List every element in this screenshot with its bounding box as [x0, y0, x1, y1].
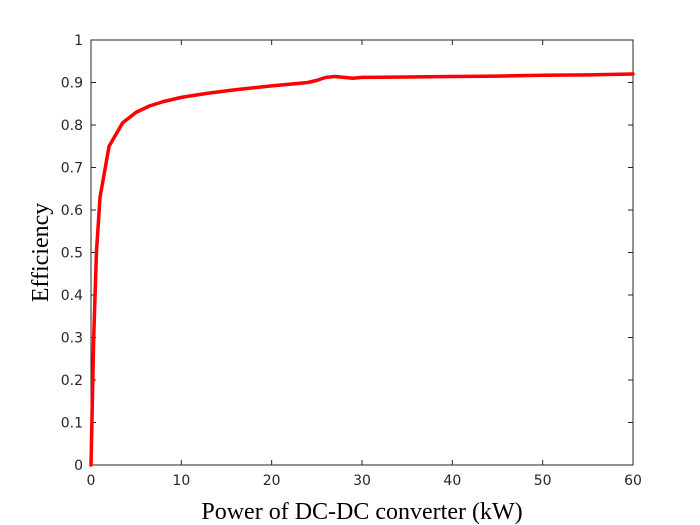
axes [90, 39, 634, 466]
y-tick-label: 1 [74, 33, 83, 49]
y-tick-label: 0.5 [61, 246, 83, 262]
y-axis-label: Efficiency [28, 203, 54, 303]
plot-area-frame [90, 39, 634, 466]
y-tick-label: 0.9 [61, 76, 83, 92]
y-tick-label: 0.6 [61, 203, 83, 219]
series [89, 72, 635, 467]
x-tick-label: 0 [87, 473, 96, 489]
efficiency-series-line [89, 72, 635, 467]
x-axis-label: Power of DC-DC converter (kW) [201, 499, 522, 525]
y-tick-label: 0.4 [61, 288, 83, 304]
y-tick-label: 0.8 [61, 118, 83, 134]
x-tick-label: 40 [443, 473, 461, 489]
y-tick-label: 0 [74, 458, 83, 474]
y-tick-label: 0.2 [61, 373, 83, 389]
x-tick-label: 50 [534, 473, 552, 489]
x-tick-label: 20 [263, 473, 281, 489]
y-tick-label: 0.7 [61, 161, 83, 177]
x-tick-label: 30 [353, 473, 371, 489]
y-tick-label: 0.1 [61, 416, 83, 432]
x-tick-label: 10 [172, 473, 190, 489]
x-tick-label: 60 [624, 473, 642, 489]
ticks: 0 10 20 30 40 50 60 0 0.1 0.2 0.3 0.4 0.5 0.6 0.7 0.8 0.… [61, 33, 642, 489]
y-tick-label: 0.3 [61, 331, 83, 347]
